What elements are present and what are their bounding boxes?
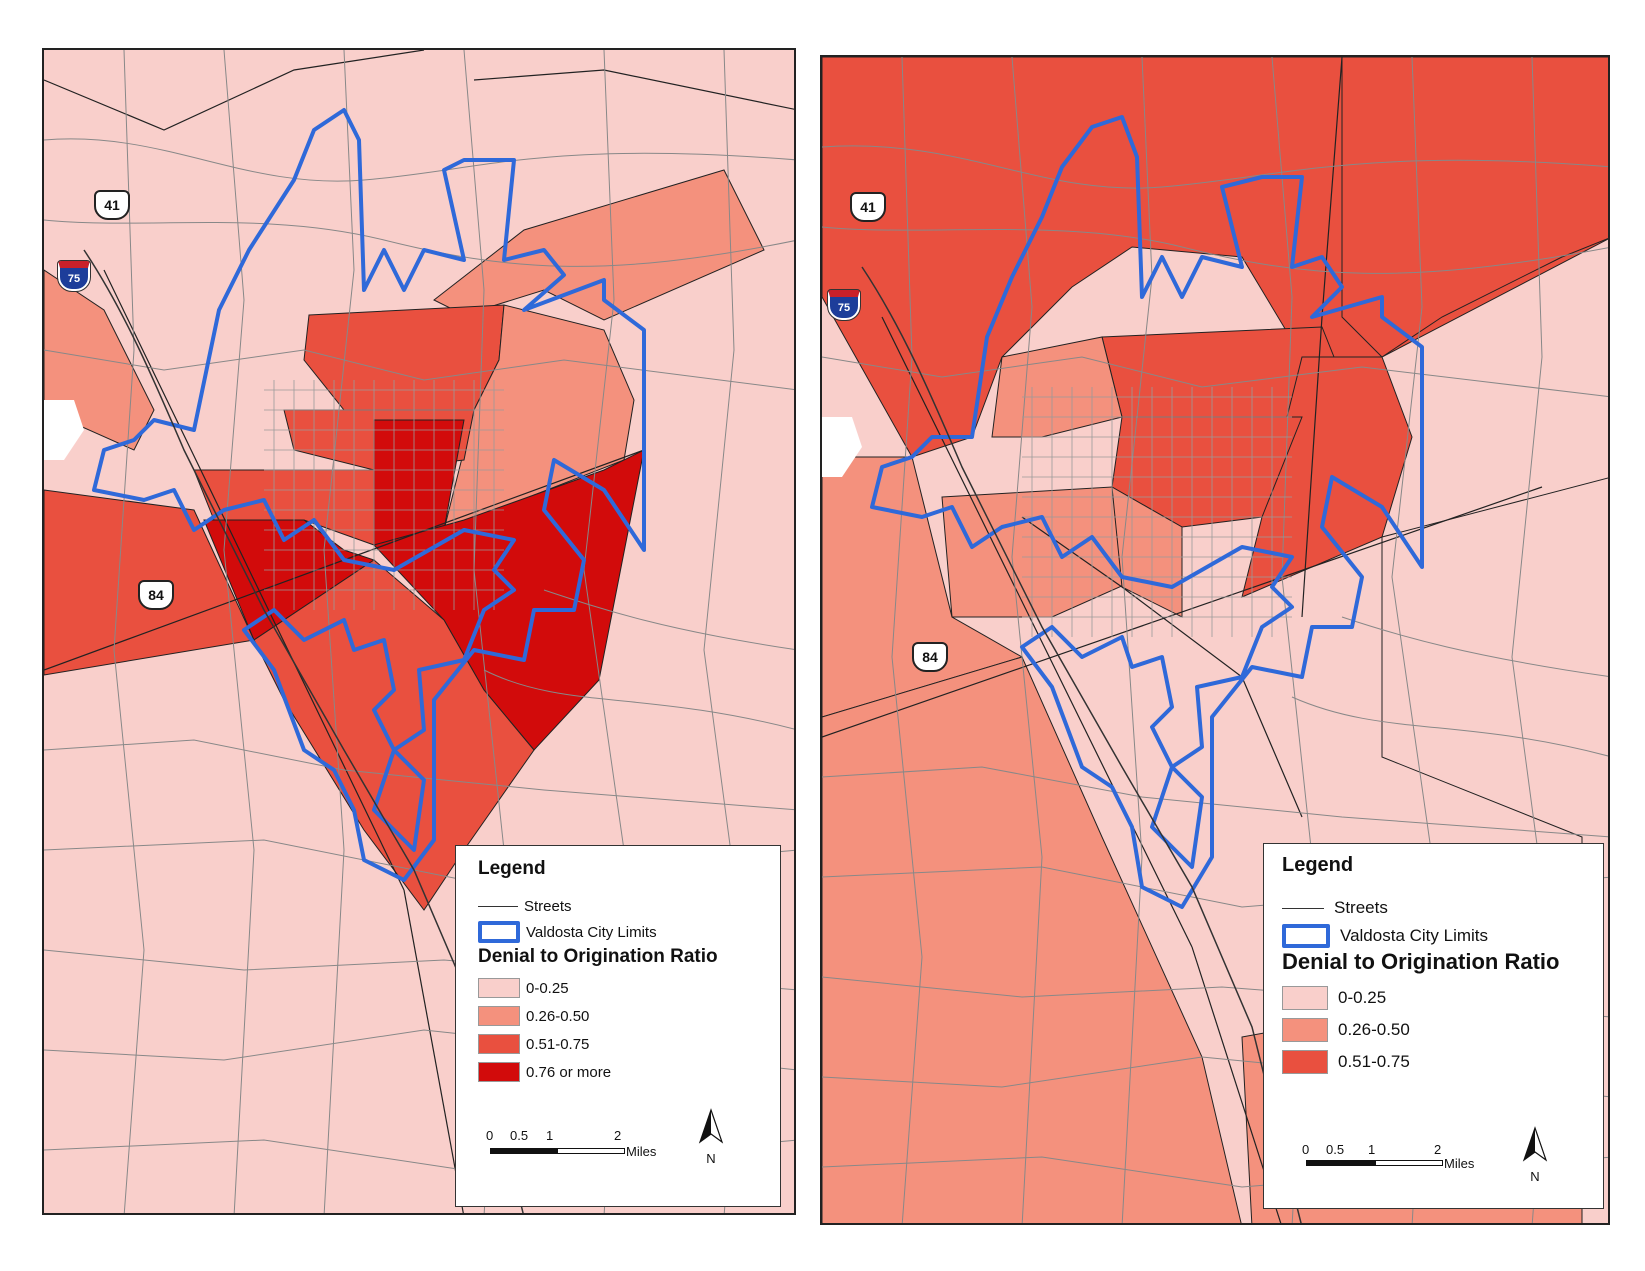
- legend-class-row: 0.26-0.50: [478, 1006, 589, 1026]
- tract-northwest-inner: [991, 336, 1123, 438]
- legend-class-row: 0-0.25: [1282, 986, 1386, 1010]
- us84-label: 84: [922, 649, 938, 665]
- legend-streets-row: Streets: [1282, 898, 1388, 918]
- us41-label: 41: [104, 197, 120, 213]
- legend-class-row: 0.51-0.75: [478, 1034, 589, 1054]
- scale-tick: 0.5: [1326, 1142, 1345, 1157]
- scale-bar-light: [557, 1148, 625, 1154]
- legend-city-limits-row: Valdosta City Limits: [478, 921, 657, 943]
- us84-shield: 84: [138, 580, 174, 610]
- streets-swatch: [478, 906, 518, 907]
- city-limits-outline: [92, 108, 646, 882]
- scale-tick: 0: [486, 1128, 494, 1143]
- i75-shield: 75: [57, 260, 91, 292]
- class-label: 0.26-0.50: [526, 1007, 590, 1025]
- north-arrow: N: [696, 1108, 726, 1166]
- i75-highway: [83, 249, 524, 1213]
- legend-streets-label: Streets: [1334, 898, 1388, 917]
- scale-tick: 1: [1368, 1142, 1376, 1157]
- legend-ratio-heading: Denial to Origination Ratio: [1282, 949, 1560, 974]
- city-limits-swatch: [478, 921, 520, 943]
- legend-city-limits-row: Valdosta City Limits: [1282, 924, 1488, 948]
- scale-bar-dark: [1306, 1160, 1376, 1166]
- class-label: 0.76 or more: [526, 1063, 612, 1081]
- tract-northeast: [1341, 57, 1608, 358]
- legend-class-row: 0-0.25: [478, 978, 569, 998]
- scale-unit: Miles: [1444, 1156, 1475, 1171]
- us84-shield: 84: [912, 642, 948, 672]
- right-map-panel[interactable]: 41 75 84: [820, 55, 1610, 1225]
- us84-label: 84: [148, 587, 164, 603]
- i75-label: 75: [837, 301, 851, 314]
- i75-shield: 75: [827, 289, 861, 321]
- legend-streets-label: Streets: [524, 898, 572, 915]
- class-swatch: [1282, 986, 1328, 1010]
- us41-label: 41: [860, 199, 876, 215]
- left-legend: Legend Streets Valdosta City Limits Deni…: [455, 845, 781, 1207]
- legend-class-row: 0.76 or more: [478, 1062, 611, 1082]
- class-label: 0.26-0.50: [1338, 1020, 1410, 1039]
- legend-ratio-heading: Denial to Origination Ratio: [478, 946, 718, 967]
- class-swatch: [1282, 1018, 1328, 1042]
- legend-class-row: 0.51-0.75: [1282, 1050, 1410, 1074]
- i75-label: 75: [67, 272, 81, 285]
- city-limits-outline: [870, 115, 1424, 909]
- class-label: 0.51-0.75: [526, 1035, 590, 1053]
- scale-bar-dark: [490, 1148, 558, 1154]
- legend-city-limits-label: Valdosta City Limits: [526, 923, 657, 941]
- us41-shield: 41: [94, 190, 130, 220]
- tract-west: [822, 456, 1024, 718]
- north-arrow: N: [1520, 1126, 1550, 1184]
- scale-bar: 0 0.5 1 2 Miles: [1302, 1142, 1502, 1182]
- right-legend: Legend Streets Valdosta City Limits Deni…: [1263, 843, 1604, 1209]
- north-arrow-icon: [1522, 1126, 1548, 1162]
- class-label: 0.51-0.75: [1338, 1052, 1410, 1071]
- city-limits-swatch: [1282, 924, 1330, 948]
- legend-title: Legend: [1282, 854, 1354, 876]
- county-edge: [822, 417, 862, 477]
- legend-class-row: 0.26-0.50: [1282, 1018, 1410, 1042]
- scale-tick: 1: [546, 1128, 554, 1143]
- scale-bar: 0 0.5 1 2 Miles: [486, 1128, 686, 1168]
- scale-tick: 0.5: [510, 1128, 529, 1143]
- legend-streets-row: Streets: [478, 898, 572, 915]
- class-swatch: [478, 1006, 520, 1026]
- class-swatch: [1282, 1050, 1328, 1074]
- us41-shield: 41: [850, 192, 886, 222]
- legend-city-limits-label: Valdosta City Limits: [1340, 926, 1489, 945]
- class-label: 0-0.25: [526, 979, 569, 997]
- tract-southwest-large: [822, 656, 1242, 1223]
- class-label: 0-0.25: [1338, 988, 1387, 1007]
- scale-tick: 2: [1434, 1142, 1442, 1157]
- i75-highway: [861, 266, 1302, 1223]
- north-arrow-icon: [698, 1108, 724, 1144]
- left-map-canvas: [44, 50, 794, 1213]
- scale-bar-light: [1375, 1160, 1443, 1166]
- left-map-panel[interactable]: 41 75 84: [42, 48, 796, 1215]
- class-swatch: [478, 1034, 520, 1054]
- north-label: N: [706, 1151, 716, 1166]
- north-label: N: [1530, 1169, 1540, 1184]
- tract-east-lower: [1381, 477, 1608, 1223]
- county-edge: [44, 400, 84, 460]
- scale-tick: 2: [614, 1128, 622, 1143]
- class-swatch: [478, 1062, 520, 1082]
- scale-tick: 0: [1302, 1142, 1310, 1157]
- streets-swatch: [1282, 907, 1324, 909]
- scale-unit: Miles: [626, 1144, 657, 1159]
- class-swatch: [478, 978, 520, 998]
- legend-title: Legend: [478, 858, 546, 879]
